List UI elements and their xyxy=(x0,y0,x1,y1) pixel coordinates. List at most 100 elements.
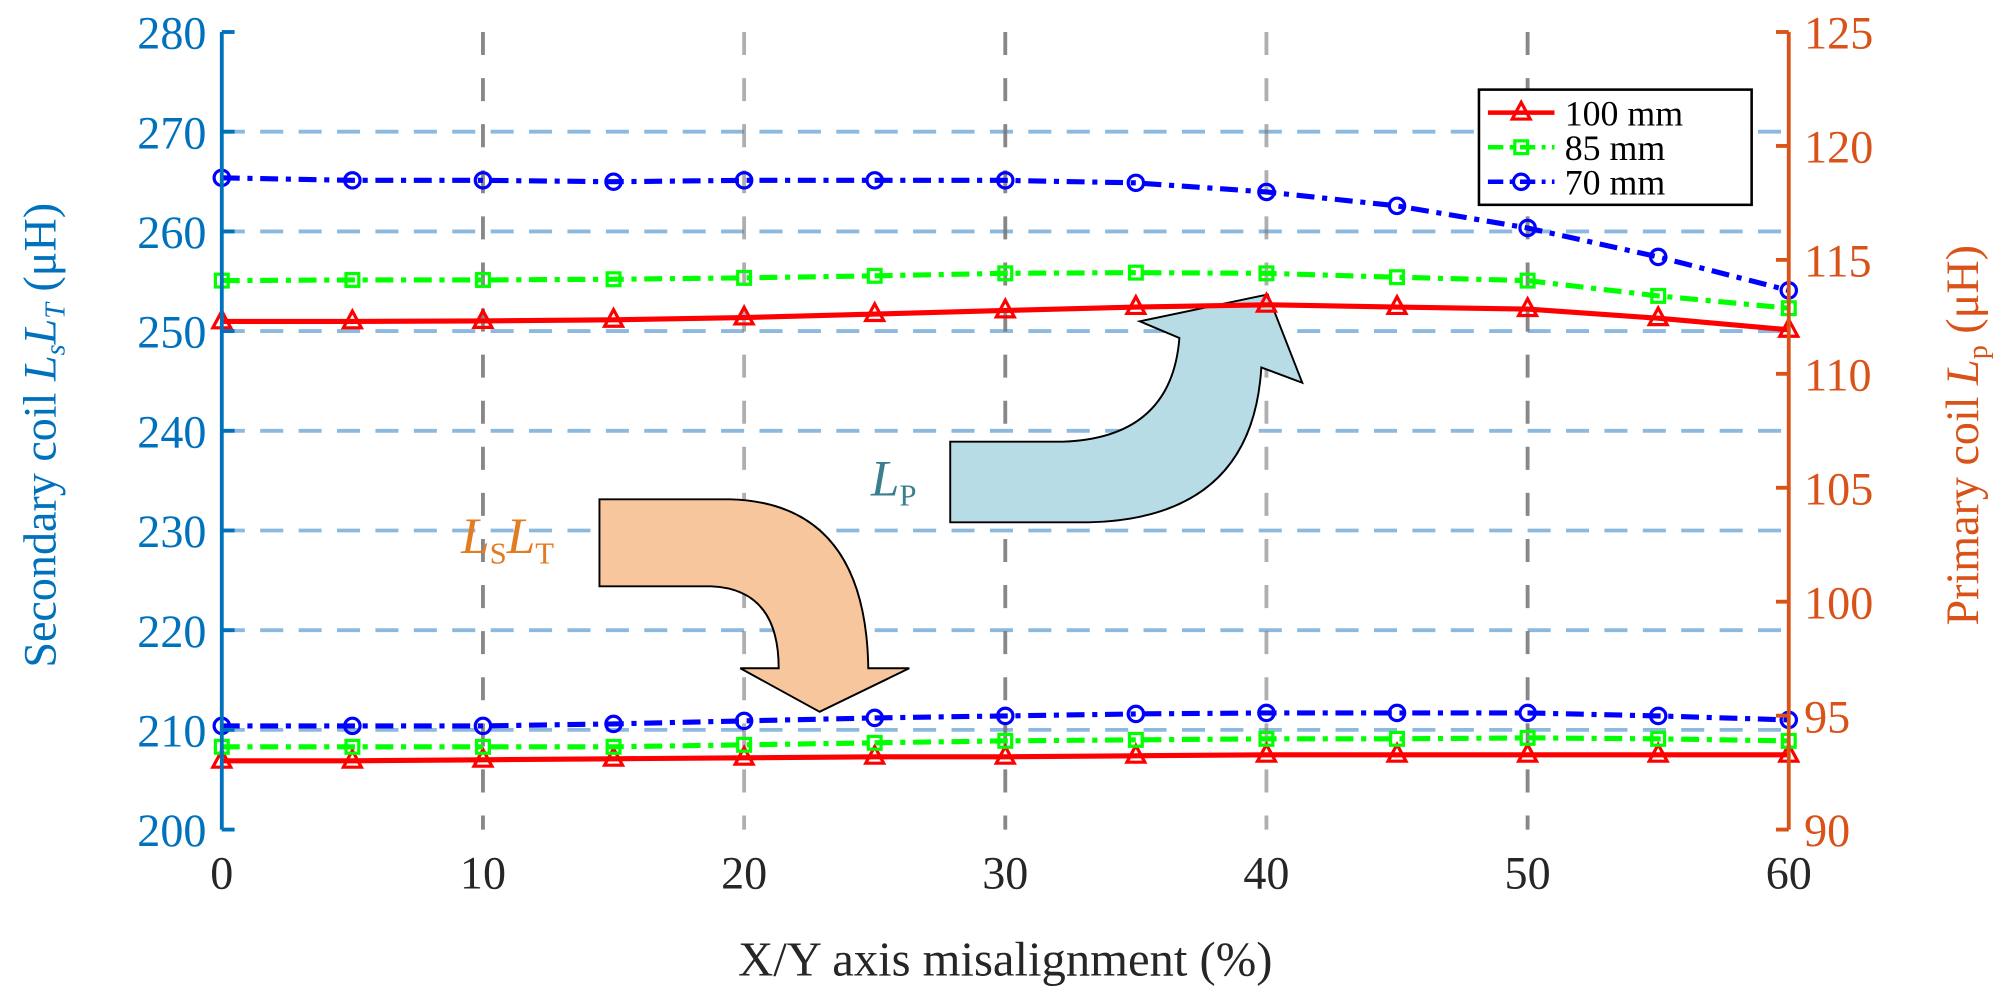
triangle-marker xyxy=(1124,293,1148,316)
right-tick-label: 95 xyxy=(1804,691,1850,742)
left-tick-label: 250 xyxy=(137,307,206,358)
left-tick-label: 200 xyxy=(137,805,206,856)
circle-marker xyxy=(1518,703,1537,723)
square-marker xyxy=(1389,730,1406,747)
triangle-marker xyxy=(1515,741,1540,763)
right-tick-label: 110 xyxy=(1804,349,1871,400)
circle-marker xyxy=(734,711,754,731)
series-line xyxy=(221,710,1789,729)
x-axis-label: X/Y axis misalignment (%) xyxy=(738,933,1272,987)
square-marker xyxy=(474,738,491,755)
circle-marker xyxy=(734,171,754,190)
circle-marker xyxy=(473,171,493,190)
circle-marker xyxy=(1648,706,1668,726)
x-tick-label: 10 xyxy=(460,847,506,898)
axes: 200 210 220 230 240 250 260 270 280 0 10 20 30 40 50 60… xyxy=(137,8,1873,899)
triangle-marker xyxy=(1646,741,1670,763)
circle-marker xyxy=(1511,172,1531,192)
circle-marker xyxy=(604,714,623,734)
square-marker xyxy=(736,269,753,286)
triangle-marker xyxy=(601,745,626,767)
right-tick-label: 105 xyxy=(1804,463,1873,514)
circle-marker xyxy=(865,171,884,190)
triangle-marker xyxy=(1646,304,1670,327)
square-marker xyxy=(344,738,361,755)
triangle-marker xyxy=(732,744,756,766)
circle-marker xyxy=(473,716,493,736)
series-line xyxy=(221,175,1790,293)
square-marker xyxy=(344,271,361,288)
annotation-arrows xyxy=(598,293,1304,713)
series-line xyxy=(221,752,1789,764)
x-tick-label: 60 xyxy=(1766,847,1812,898)
x-tick-label: 20 xyxy=(721,847,767,898)
triangle-marker xyxy=(732,303,756,326)
circle-marker xyxy=(604,172,623,192)
series-line xyxy=(221,735,1789,750)
square-marker xyxy=(1650,287,1667,304)
lp-annotation: LP xyxy=(870,450,917,512)
left-tick-label: 280 xyxy=(137,8,206,59)
triangle-marker xyxy=(1385,293,1409,316)
triangle-marker xyxy=(340,747,365,769)
triangle-marker xyxy=(1254,741,1279,763)
triangle-marker xyxy=(1515,295,1540,318)
triangle-marker xyxy=(471,307,495,329)
triangle-marker xyxy=(1254,291,1279,313)
annotations: LP LSLT xyxy=(460,450,916,570)
circle-marker xyxy=(1257,703,1276,723)
square-marker xyxy=(1519,272,1536,289)
square-marker xyxy=(1258,730,1275,747)
legend-label: 70 mm xyxy=(1565,163,1666,203)
triangle-marker xyxy=(471,746,495,768)
square-marker xyxy=(474,271,491,288)
x-tick-label: 40 xyxy=(1243,847,1289,898)
square-marker xyxy=(1127,264,1144,281)
legend-label: 85 mm xyxy=(1565,128,1666,168)
triangle-marker xyxy=(1124,742,1148,764)
triangle-marker xyxy=(340,307,365,330)
right-tick-label: 115 xyxy=(1804,236,1871,287)
left-tick-label: 210 xyxy=(137,706,206,757)
lslt-annotation: LSLT xyxy=(460,508,554,570)
circle-marker xyxy=(865,708,884,728)
circle-marker xyxy=(1518,218,1537,238)
x-tick-label: 0 xyxy=(210,847,233,898)
triangle-marker xyxy=(601,306,626,328)
square-marker xyxy=(997,732,1014,749)
lp-arrow xyxy=(949,293,1304,524)
circle-marker xyxy=(995,171,1015,190)
x-tick-label: 30 xyxy=(982,847,1028,898)
square-marker xyxy=(866,734,883,751)
circle-marker xyxy=(1126,704,1146,724)
series-lp-100mm xyxy=(210,291,1801,338)
left-tick-label: 230 xyxy=(137,506,206,557)
left-tick-label: 240 xyxy=(137,406,206,457)
square-marker xyxy=(1650,730,1667,747)
triangle-marker xyxy=(1385,741,1409,763)
triangle-marker xyxy=(993,296,1017,319)
square-marker xyxy=(866,267,883,284)
right-tick-label: 120 xyxy=(1804,122,1873,173)
circle-marker xyxy=(343,171,362,190)
series-layer xyxy=(210,168,1801,769)
square-marker xyxy=(605,271,622,288)
circle-marker xyxy=(1257,182,1276,202)
circle-marker xyxy=(1126,173,1146,193)
triangle-marker xyxy=(993,743,1017,765)
circle-marker xyxy=(1387,703,1407,723)
lslt-arrow xyxy=(598,498,910,713)
square-marker xyxy=(1127,731,1144,748)
x-tick-label: 50 xyxy=(1505,847,1551,898)
circle-marker xyxy=(995,706,1015,726)
triangle-marker xyxy=(863,300,887,323)
left-tick-label: 220 xyxy=(137,606,206,657)
triangle-marker xyxy=(863,743,887,765)
square-marker xyxy=(997,265,1014,282)
square-marker xyxy=(605,738,622,755)
series-lslt-85mm xyxy=(213,729,1797,755)
square-marker xyxy=(736,736,753,753)
circle-marker xyxy=(343,716,362,736)
